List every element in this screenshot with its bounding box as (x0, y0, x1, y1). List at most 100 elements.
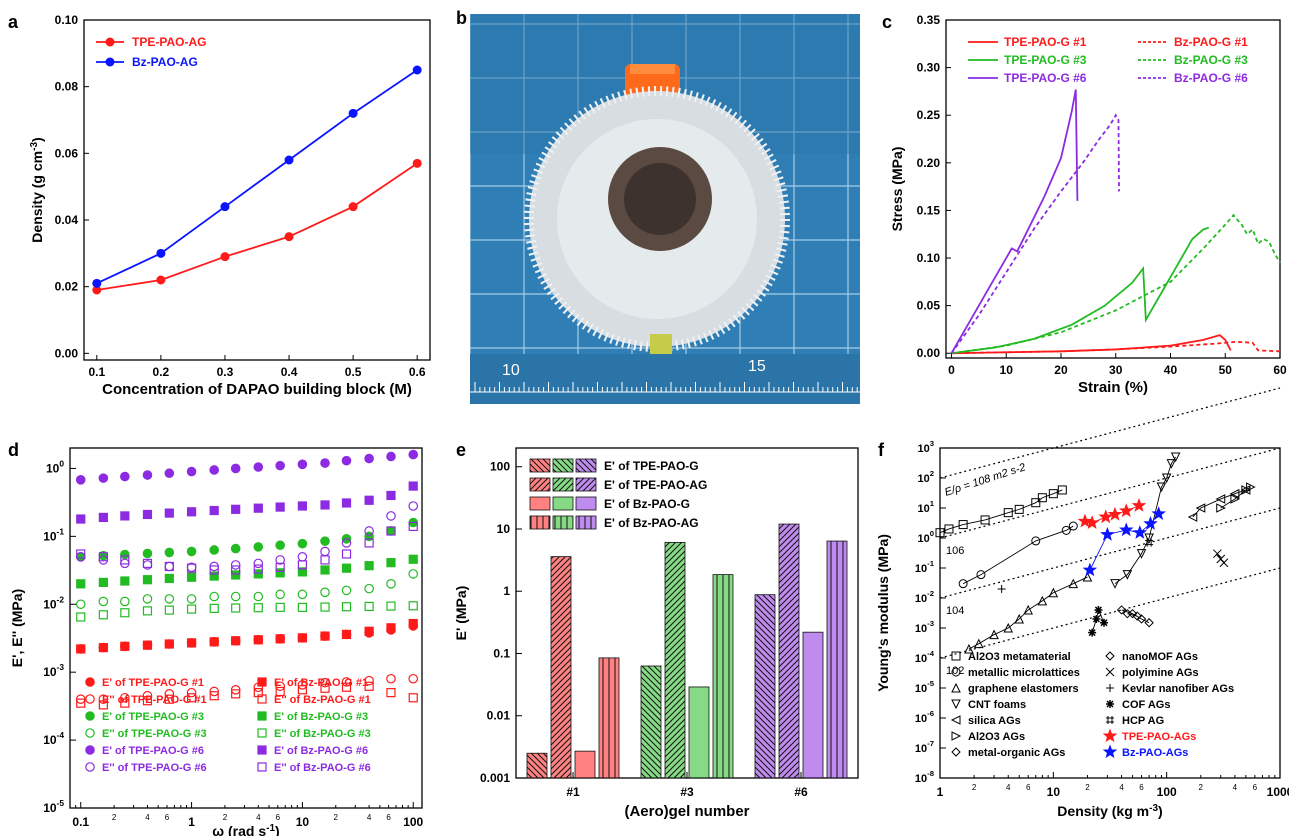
y-tick-label: 0.01 (487, 709, 511, 723)
y-tick-label: 0.35 (917, 13, 941, 27)
legend-label: TPE-PAO-AGs (1122, 731, 1196, 743)
data-point (209, 603, 219, 613)
legend-label: HCP AG (1122, 715, 1164, 727)
x-tick-label: 1 (188, 815, 195, 829)
data-point (1241, 485, 1251, 495)
data-point (164, 573, 174, 584)
x-tick-label: 0.4 (281, 365, 298, 379)
data-point (386, 558, 396, 568)
data-point (951, 682, 961, 693)
data-point (164, 468, 175, 479)
y-tick-label: 10-2 (43, 594, 64, 611)
data-point (156, 248, 166, 258)
y-tick-label: 0.08 (55, 80, 79, 94)
series-line (951, 213, 1281, 355)
y-axis-label: E' (MPa) (453, 586, 469, 641)
legend-swatch (575, 496, 597, 511)
legend-label: CNT foams (968, 699, 1026, 711)
x-tick-label: 1000 (1267, 785, 1289, 799)
data-point (348, 108, 358, 118)
series-line (939, 489, 1063, 534)
data-point (164, 547, 175, 558)
data-point (412, 158, 422, 168)
data-point (297, 633, 307, 643)
data-point (1092, 614, 1101, 623)
x-minor-label: 6 (165, 813, 170, 822)
legend-marker (257, 694, 267, 704)
y-tick-label: 10-7 (915, 739, 934, 755)
data-point (408, 569, 419, 579)
data-point (1144, 533, 1154, 544)
data-point (386, 688, 396, 698)
bar (754, 594, 776, 779)
data-point (364, 675, 374, 686)
ruler (470, 382, 860, 393)
data-point (386, 673, 396, 684)
panel-label-a: a (8, 12, 19, 32)
data-point (230, 591, 241, 602)
data-point (1098, 509, 1114, 524)
x-minor-label: 2 (1199, 783, 1204, 792)
y-tick-label: 0.04 (55, 213, 79, 227)
legend-label: E' of TPE-PAO-G #6 (102, 745, 204, 757)
y-tick-label: 0.00 (917, 346, 941, 360)
legend-label: E'' of Bz-PAO-G #6 (274, 762, 371, 774)
data-point (1216, 503, 1226, 513)
data-point (364, 538, 374, 548)
y-tick-label: 10-5 (43, 798, 64, 815)
legend-label: Bz-PAO-G #3 (1174, 53, 1248, 67)
data-point (297, 459, 308, 470)
bar (574, 750, 596, 779)
data-point (253, 603, 263, 613)
panel-a: a 0.1 0.2 0.3 0.4 0.5 0.6 0.00 0.02 0.04 0.06 0.08 0… (8, 12, 431, 398)
data-point (164, 561, 174, 572)
x-minor-label: 6 (386, 813, 391, 822)
data-point (186, 466, 197, 477)
panel-label-f: f (878, 440, 885, 460)
data-point (341, 549, 352, 559)
data-point (386, 526, 396, 536)
legend-label: Al2O3 metamaterial (968, 651, 1071, 663)
legend-swatch (575, 515, 597, 530)
legend-label: TPE-PAO-G #3 (1004, 53, 1087, 67)
legend-label: metal-organic AGs (968, 747, 1065, 759)
data-point (231, 504, 241, 514)
y-tick-label: 10-8 (915, 769, 935, 785)
data-point (220, 252, 230, 262)
x-minor-label: 2 (112, 813, 117, 822)
data-point (1136, 549, 1147, 559)
x-minor-label: 6 (1139, 783, 1144, 792)
data-point (386, 451, 396, 462)
data-point (231, 689, 241, 699)
data-point (98, 643, 108, 653)
legend-label: E' of TPE-PAO-G #3 (102, 711, 204, 723)
data-point (230, 463, 241, 474)
data-point (1230, 494, 1241, 504)
plot-frame (939, 447, 1281, 779)
legend-marker (257, 728, 267, 738)
data-point (951, 651, 961, 661)
data-point (320, 631, 330, 641)
plot-frame (945, 19, 1281, 359)
data-point (989, 629, 999, 640)
data-point (364, 561, 374, 571)
data-point (120, 511, 130, 521)
legend-label: E'' of TPE-PAO-G #6 (102, 762, 207, 774)
data-point (1161, 473, 1172, 484)
data-point (275, 686, 285, 697)
data-point (275, 540, 285, 551)
series-line (1114, 456, 1177, 585)
x-tick-label: 10 (1047, 785, 1061, 799)
data-point (142, 558, 153, 568)
ruler-label-15: 15 (748, 358, 766, 375)
data-point (1145, 538, 1154, 547)
series-line (951, 340, 1281, 355)
data-point (320, 546, 330, 557)
data-point (341, 629, 352, 639)
y-axis-label: E', E'' (MPa) (9, 589, 25, 667)
panel-e: e 0.001 0.01 0.1 1 10 100 (Aero)gel number E' (M… (453, 440, 859, 820)
data-point (951, 699, 961, 710)
y-tick-label: 0.30 (917, 61, 941, 75)
data-point (1122, 570, 1133, 580)
data-point (209, 637, 219, 647)
